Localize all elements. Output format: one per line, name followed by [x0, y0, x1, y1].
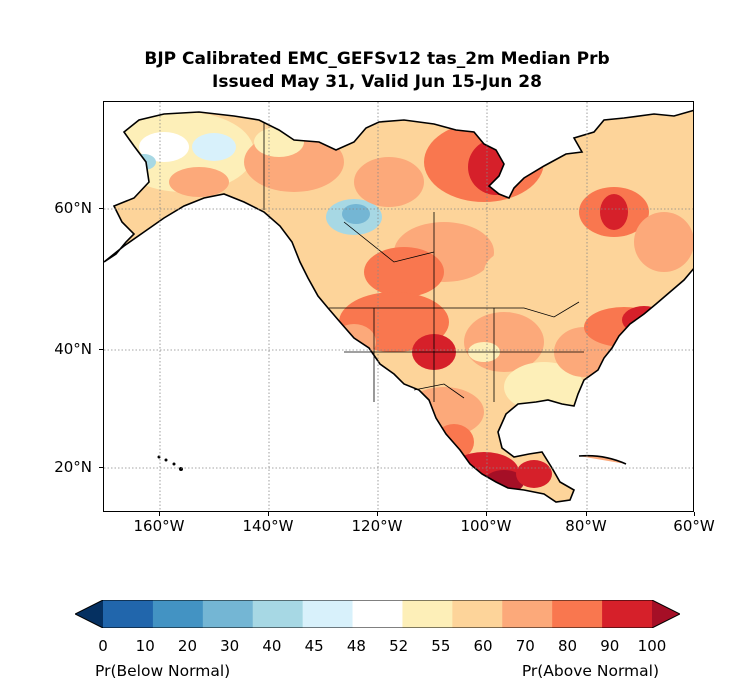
- colorbar-segment: [502, 600, 553, 628]
- map-canvas: [104, 102, 693, 511]
- lon-tick-mark: [586, 512, 587, 516]
- colorbar-tick-label: 100: [637, 637, 667, 655]
- hawaii-islands: [157, 455, 183, 471]
- lat-tick-mark: [99, 467, 103, 468]
- colorbar-tick-label: 55: [431, 637, 451, 655]
- lon-tick-label: 60°W: [673, 517, 715, 535]
- cuba-outline: [578, 454, 627, 465]
- colorbar-segment: [152, 600, 204, 628]
- colorbar-tick-label: 45: [304, 637, 324, 655]
- lon-tick-mark: [486, 512, 487, 516]
- lat-tick-label: 20°N: [54, 458, 92, 476]
- colorbar-tick-label: 80: [557, 637, 578, 655]
- lat-tick-mark: [99, 349, 103, 350]
- lon-tick-label: 100°W: [460, 517, 512, 535]
- colorbar-segment: [552, 600, 603, 628]
- colorbar-above-label: Pr(Above Normal): [521, 662, 659, 680]
- lon-tick-label: 140°W: [242, 517, 294, 535]
- lat-tick-label: 60°N: [54, 199, 92, 217]
- colorbar: [75, 600, 680, 628]
- colorbar-left-extension: [75, 600, 103, 628]
- lon-tick-mark: [694, 512, 695, 516]
- lon-tick-label: 120°W: [351, 517, 403, 535]
- colorbar-segment: [602, 600, 653, 628]
- colorbar-below-label: Pr(Below Normal): [95, 662, 231, 680]
- colorbar-tick-label: 30: [220, 637, 240, 655]
- lat-tick-mark: [99, 208, 103, 209]
- colorbar-tick-label: 60: [473, 637, 493, 655]
- colorbar-tick-label: 10: [135, 637, 155, 655]
- colorbar-segment: [202, 600, 254, 628]
- colorbar-segment: [452, 600, 503, 628]
- colorbar-segment: [352, 600, 403, 628]
- chart-subtitle: Issued May 31, Valid Jun 15-Jun 28: [212, 72, 542, 92]
- colorbar-tick-label: 52: [389, 637, 409, 655]
- political-borders: [263, 122, 584, 402]
- lon-tick-mark: [268, 512, 269, 516]
- chart-title: BJP Calibrated EMC_GEFSv12 tas_2m Median…: [144, 49, 610, 69]
- map-gridlines: [104, 102, 693, 511]
- lat-tick-label: 40°N: [54, 340, 92, 358]
- colorbar-segment: [402, 600, 453, 628]
- colorbar-tick-label: 20: [177, 637, 197, 655]
- colorbar-tick-label: 70: [515, 637, 535, 655]
- colorbar-tick-label: 48: [346, 637, 366, 655]
- lon-tick-label: 80°W: [565, 517, 607, 535]
- map-panel: [103, 101, 694, 512]
- lon-tick-label: 160°W: [133, 517, 185, 535]
- colorbar-segment: [252, 600, 304, 628]
- colorbar-tick-label: 90: [600, 637, 620, 655]
- lon-tick-mark: [377, 512, 378, 516]
- colorbar-segment: [302, 600, 354, 628]
- colorbar-right-extension: [652, 600, 680, 628]
- colorbar-tick-label: 0: [98, 637, 108, 655]
- colorbar-segment: [103, 600, 154, 628]
- lon-tick-mark: [159, 512, 160, 516]
- colorbar-tick-label: 40: [262, 637, 282, 655]
